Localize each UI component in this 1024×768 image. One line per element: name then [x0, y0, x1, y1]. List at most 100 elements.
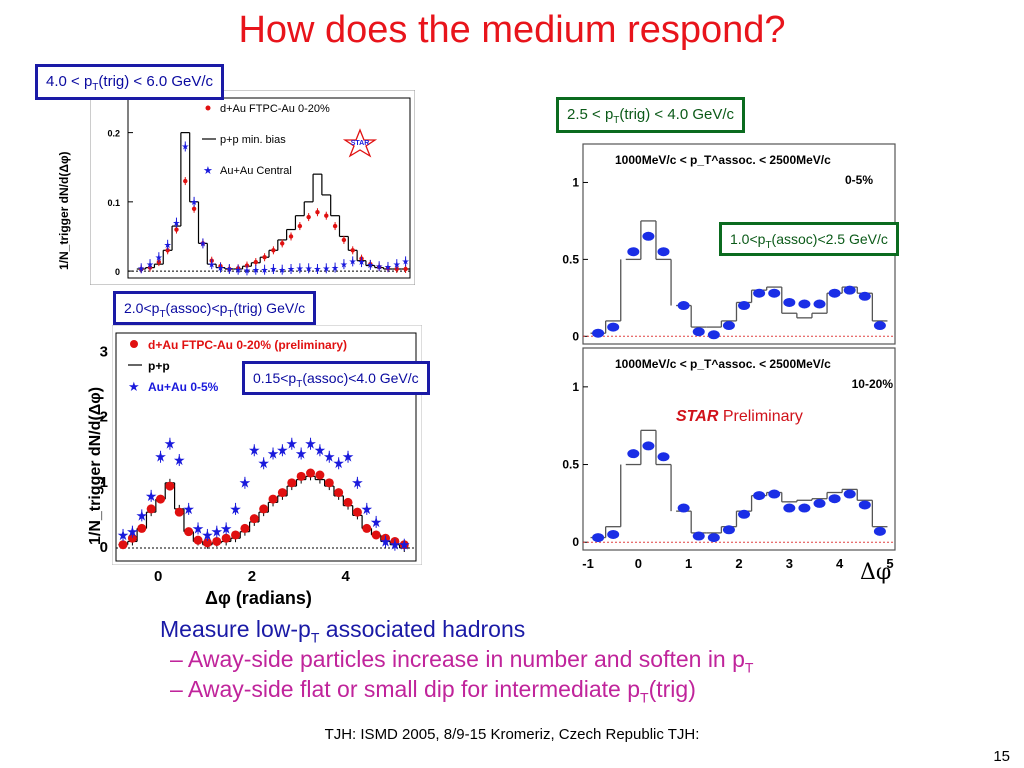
y-axis-label-text: 1/N_trigger dN/d(Δφ) — [87, 387, 104, 545]
data-point — [315, 470, 325, 480]
data-point — [738, 509, 751, 519]
y-axis-label-bottom-left: 1/N_trigger dN/d(Δφ) — [68, 335, 112, 555]
x-tick-label: 2 — [248, 568, 256, 585]
data-point-star: ★ — [389, 537, 402, 553]
data-point-star: ★ — [164, 240, 172, 250]
data-point-star: ★ — [239, 475, 252, 491]
marks — [583, 429, 895, 543]
y-tick-label: 2 — [100, 409, 108, 426]
data-point — [271, 248, 276, 253]
data-point — [296, 471, 306, 481]
data-point — [607, 322, 620, 332]
data-point — [677, 301, 690, 311]
marks: ★★★★★★★★★★★★★★★★★★★★★★★★★★★★★★★ — [116, 436, 416, 553]
data-point — [362, 523, 372, 533]
label-trig-mid: 2.5 < pT(trig) < 4.0 GeV/c — [556, 97, 746, 133]
y-tick-label: 0.1 — [107, 198, 120, 208]
marks: ★★★★★★★★★★★★★★★★★★★★★★★★★★★★★★★ — [128, 132, 410, 276]
data-point — [212, 536, 222, 546]
centrality-label: 10-20% — [852, 377, 894, 391]
plot-area — [582, 347, 896, 551]
data-point — [324, 213, 329, 218]
page-number: 15 — [993, 748, 1010, 765]
data-point-star: ★ — [322, 263, 330, 273]
data-point — [221, 533, 231, 543]
preliminary-word: Preliminary — [722, 408, 803, 425]
legend-label-pp: p+p min. bias — [220, 134, 286, 146]
label-trig-high: 4.0 < pT(trig) < 6.0 GeV/c — [35, 64, 225, 100]
data-point — [306, 468, 316, 478]
data-point-star: ★ — [402, 257, 410, 267]
data-point — [858, 500, 871, 510]
data-point — [343, 497, 353, 507]
data-point-star: ★ — [295, 445, 308, 461]
data-point-star: ★ — [190, 197, 198, 207]
y-tick-label: 0.5 — [562, 458, 579, 472]
legend-marker-dau — [130, 340, 138, 348]
data-point-star: ★ — [137, 263, 145, 273]
data-point — [191, 206, 197, 211]
data-point-star: ★ — [313, 264, 321, 274]
x-tick-label: 0 — [154, 568, 162, 585]
data-point-star: ★ — [220, 520, 233, 536]
legend-label-auau: Au+Au 0-5% — [148, 380, 219, 394]
data-point — [259, 504, 269, 514]
legend: d+Au FTPC-Au 0-20% (preliminary) p+p ★ A… — [128, 338, 347, 394]
y-ticklabels-bottom-left: 0 1 2 3 — [90, 325, 112, 565]
data-point — [722, 321, 735, 331]
data-point-star: ★ — [398, 537, 411, 553]
data-point — [607, 529, 620, 539]
bullet-list: Measure low-pT associated hadrons – Away… — [160, 614, 1000, 705]
data-point — [280, 241, 285, 246]
data-point — [798, 299, 811, 309]
data-point — [165, 481, 175, 491]
x-tick-label: -1 — [582, 556, 594, 571]
data-point-star: ★ — [323, 449, 336, 465]
data-point — [753, 491, 766, 501]
data-point-star: ★ — [269, 264, 277, 274]
marks — [583, 220, 895, 340]
data-point — [677, 503, 690, 513]
legend-marker-auau: ★ — [128, 379, 140, 394]
data-point — [350, 248, 355, 253]
data-point — [403, 266, 408, 272]
data-point-star: ★ — [146, 259, 154, 269]
data-point — [174, 227, 179, 232]
x-tick-label: 2 — [735, 556, 742, 571]
data-point — [297, 223, 303, 229]
data-point-star: ★ — [286, 436, 299, 452]
data-point-star: ★ — [366, 260, 374, 270]
data-point — [334, 488, 344, 498]
data-point — [341, 237, 347, 243]
y-tick-label: 0.5 — [562, 252, 579, 266]
data-point — [858, 291, 871, 301]
data-point — [692, 531, 705, 541]
legend: d+Au FTPC-Au 0-20% p+p min. bias ★ Au+Au… — [202, 103, 330, 177]
centrality-label: 0-5% — [845, 173, 873, 187]
data-point — [127, 533, 137, 543]
data-point — [642, 231, 655, 241]
y-tick-label: 0 — [572, 535, 579, 549]
data-point-star: ★ — [173, 452, 186, 468]
data-point-star: ★ — [267, 445, 280, 461]
data-point — [768, 288, 781, 298]
data-point — [828, 288, 841, 298]
data-point — [753, 288, 766, 298]
x-tick-label: 1 — [685, 556, 692, 571]
data-point-star: ★ — [375, 261, 383, 271]
panel-title: 1000MeV/c < p_T^assoc. < 2500MeV/c — [615, 357, 831, 371]
y-tick-label: 0 — [572, 329, 579, 343]
chart-svg-bottom-right: 1000MeV/c < p_T^assoc. < 2500MeV/c 10-20… — [562, 347, 896, 571]
data-point-star: ★ — [164, 436, 177, 452]
data-point — [657, 452, 670, 462]
data-point — [592, 328, 605, 338]
data-point — [843, 489, 856, 499]
data-point — [262, 255, 267, 260]
y-axis-label-top-left: 1/N_trigger dN/d(Δφ) — [40, 100, 80, 280]
data-point-star: ★ — [370, 514, 383, 530]
data-point — [277, 488, 287, 498]
label-assoc-low: 0.15<pT(assoc)<4.0 GeV/c — [242, 361, 430, 395]
data-point — [137, 523, 147, 533]
data-point — [798, 503, 811, 513]
data-point — [156, 494, 166, 504]
